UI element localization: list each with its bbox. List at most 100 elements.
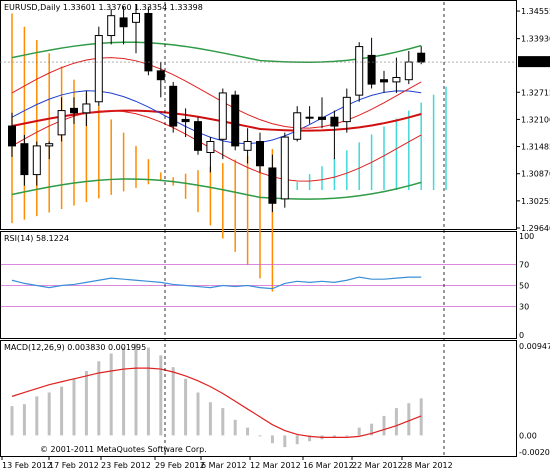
time-label: 12 Mar 2012 [250,461,301,470]
ma-blue-line [11,90,422,145]
price-tick-label: 1.33930 [521,35,550,44]
current-price-box [518,56,550,68]
price-tick-label: 1.34555 [521,7,550,16]
candle-body [107,15,116,37]
macd-histogram-bar [35,396,39,436]
time-label: 23 Feb 2012 [101,461,151,470]
candle-body [318,116,326,120]
candle-body [194,121,202,151]
candle-body [218,92,227,140]
symbol-line: EURUSD,Daily 1.33601 1.33760 1.33354 1.3… [4,3,203,12]
price-tick-label: 1.32715 [521,88,550,97]
rsi-panel-frame [0,231,517,339]
macd-histogram-bar [146,347,150,436]
rsi-scale-bottom: 0 [519,331,524,340]
macd-histogram-bar [308,435,312,442]
candle-body [355,46,364,96]
macd-histogram-bar [22,404,26,436]
candle-body [144,12,153,72]
macd-scale-zero: 0.00 [519,431,537,440]
candle-body [231,94,240,147]
time-label: 13 Feb 2012 [2,461,52,470]
candle-body [256,140,264,167]
candle-body [330,116,339,127]
candle-body [404,61,413,81]
rsi-line [11,276,422,290]
candle-body [305,116,314,119]
macd-histogram-bar [60,386,64,436]
candle-body [293,112,302,140]
candle-body [206,140,215,154]
macd-scale-top: 0.009473 [519,342,550,351]
macd-histogram-bar [10,406,14,436]
candle-body [367,54,376,85]
macd-histogram-bar [72,378,76,436]
ma-long-line [11,109,422,132]
candle-body [8,125,16,147]
macd-histogram-bar [370,423,374,436]
macd-histogram-bar [258,435,262,437]
macd-histogram-bar [382,415,386,436]
price-tick-label: 1.31485 [521,143,550,152]
macd-panel-frame [0,340,517,457]
macd-histogram-bar [270,435,274,444]
macd-histogram-bar [97,361,101,436]
price-tick-label: 1.30255 [521,197,550,206]
current-price-label: 1.33398 [521,58,550,67]
macd-histogram-bar [134,343,138,436]
candle-body [181,118,190,123]
macd-histogram-bar [233,419,237,436]
macd-title: MACD(12,26,9) 0.003830 0.001995 [4,343,146,352]
macd-histogram-bar [171,367,175,436]
macd-histogram-bar [47,392,51,436]
time-label: 6 Mar 2012 [201,461,247,470]
bollinger-lower-line [11,178,422,200]
macd-histogram-bar [84,371,88,436]
macd-histogram-bar [196,392,200,436]
candle-body [156,70,165,81]
candle-body [243,140,252,151]
macd-histogram-bar [357,427,361,436]
candle-body [70,107,78,114]
candle-body [417,52,426,63]
macd-histogram-bar [407,403,411,436]
candle-body [280,136,289,200]
time-label: 29 Feb 2012 [155,461,205,470]
macd-histogram-bar [332,435,336,438]
macd-signal-line [11,367,422,438]
macd-histogram-bar [122,347,126,436]
macd-histogram-bar [295,435,299,445]
rsi-layer: 70 50 30 100 0 [1,232,534,340]
macd-histogram-bar [184,378,188,436]
time-label: 16 Mar 2012 [303,461,354,470]
price-tick-label: 1.29640 [521,224,550,233]
rsi-title: RSI(14) 58.1224 [4,234,69,243]
candle-body [57,110,66,136]
macd-histogram-bar [159,355,163,436]
macd-histogram-bar [221,408,225,436]
rsi-level-label: 30 [519,303,529,312]
macd-histogram-bar [109,353,113,436]
macd-histogram-bar [394,408,398,436]
candle-body [20,143,29,176]
candle-body [268,167,277,204]
time-label: 28 Mar 2012 [402,461,453,470]
candle-body [380,79,388,83]
time-label: 22 Mar 2012 [352,461,403,470]
copyright-text: © 2001-2011 MetaQuotes Software Corp. [40,445,207,454]
candle-body [45,143,54,147]
macd-histogram-bar [419,398,423,436]
candle-body [32,145,41,176]
time-label: 17 Feb 2012 [49,461,99,470]
macd-histogram-bar [283,435,287,448]
price-layer [0,4,516,292]
rsi-level-label: 70 [519,261,529,270]
candle-body [132,12,140,23]
candle-body [94,35,103,103]
macd-histogram-bar [246,427,250,436]
price-tick-label: 1.30870 [521,170,550,179]
